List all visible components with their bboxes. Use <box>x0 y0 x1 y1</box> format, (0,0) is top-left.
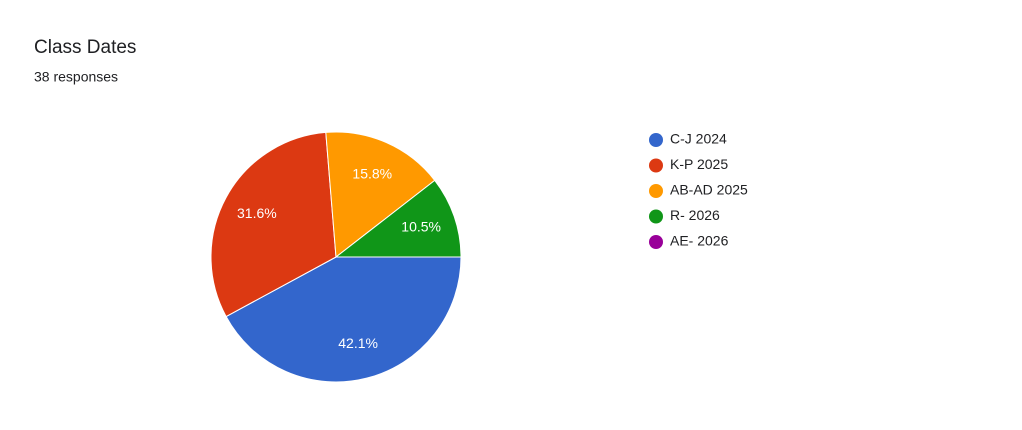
slice-label: 42.1% <box>338 335 378 351</box>
chart-title: Class Dates <box>34 37 136 58</box>
pie-slice <box>334 179 462 258</box>
slice-label: 15.8% <box>352 165 392 181</box>
legend-label: AB-AD 2025 <box>670 182 748 198</box>
legend-swatch <box>649 184 663 198</box>
pie-slice <box>225 256 462 383</box>
slice-label: 31.6% <box>237 205 277 221</box>
legend-swatch <box>649 235 663 249</box>
legend-swatch <box>649 209 663 224</box>
pie-slice <box>210 131 337 318</box>
legend-label: R- 2026 <box>670 207 720 223</box>
pie-slice <box>325 131 436 258</box>
chart-subtitle: 38 responses <box>34 69 118 85</box>
slice-label: 10.5% <box>401 219 441 235</box>
legend-label: K-P 2025 <box>670 156 728 172</box>
legend-label: AE- 2026 <box>670 233 729 249</box>
legend-swatch <box>649 158 663 173</box>
legend-label: C-J 2024 <box>670 131 727 147</box>
legend-swatch <box>649 133 663 147</box>
